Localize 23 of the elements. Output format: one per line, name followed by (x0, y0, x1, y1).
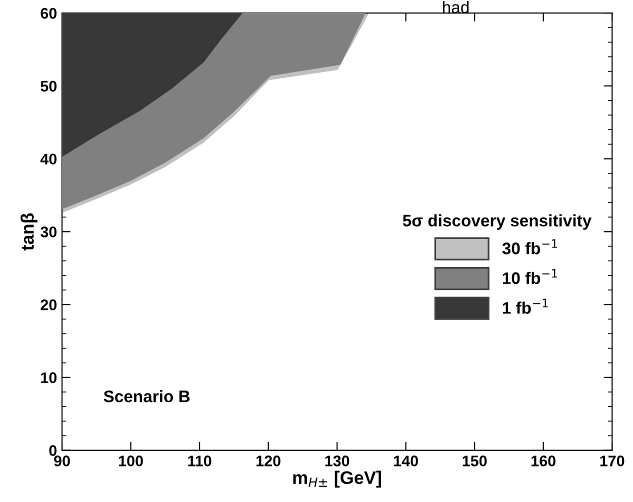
y-tick-label: 10 (41, 372, 57, 384)
legend-label: 10 fb$^{−1}$ (502, 269, 558, 284)
x-tick-label: 160 (532, 456, 556, 466)
y-tick-label: 50 (40, 80, 57, 92)
x-axis-title: m$_{H±}$ [GeV] (293, 470, 381, 488)
y-tick-label: 40 (40, 154, 57, 164)
x-tick-label: 90 (54, 456, 70, 466)
x-tick-label: 110 (188, 456, 212, 466)
y-tick-label: 0 (49, 445, 57, 456)
y-tick-label: 60 (40, 8, 57, 19)
legend-title: 5σ discovery sensitivity (402, 214, 592, 230)
y-tick-label: 20 (40, 299, 57, 310)
x-tick-label: 130 (325, 456, 350, 466)
x-tick-label: 140 (394, 456, 418, 466)
y-tick-label: 30 (40, 226, 57, 238)
x-tick-label: 170 (600, 456, 624, 466)
y-axis-title: tanβ (20, 213, 38, 251)
x-tick-label: 120 (256, 456, 280, 466)
legend-label: 30 fb$^{−1}$ (502, 239, 558, 254)
x-tick-label: 150 (462, 456, 487, 466)
annotation: Scenario B (104, 390, 190, 402)
legend-label: 1 fb$^{−1}$ (502, 298, 548, 314)
x-tick-label: 100 (119, 456, 143, 466)
